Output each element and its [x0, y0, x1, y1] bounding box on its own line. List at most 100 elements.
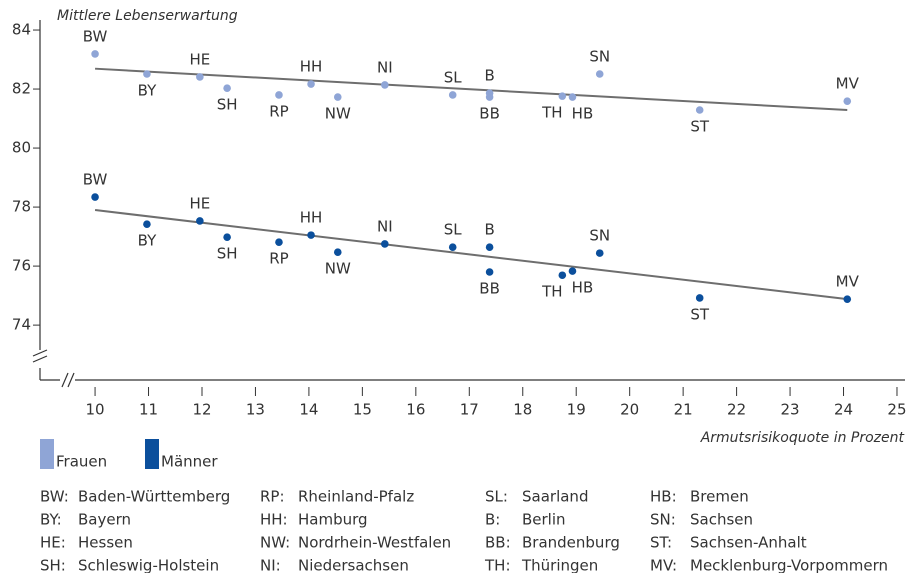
point-label: HB: [572, 279, 594, 297]
point-label: HH: [300, 58, 323, 76]
key-name: Brandenburg: [522, 534, 620, 552]
point: [695, 106, 704, 114]
point: [196, 73, 204, 81]
legend-label: Frauen: [56, 453, 107, 471]
point: [595, 249, 604, 257]
point-label: TH: [541, 283, 562, 301]
key-abbr: BB:: [485, 534, 511, 552]
key-name: Thüringen: [521, 557, 598, 573]
point: [143, 220, 151, 228]
x-tick-label: 23: [781, 401, 800, 419]
point-label: BB: [479, 105, 500, 123]
point: [448, 243, 457, 252]
key-abbr: SL:: [485, 488, 508, 506]
point: [381, 240, 389, 248]
x-tick-label: 18: [513, 401, 532, 419]
trend-line: [95, 67, 848, 111]
point-label: BB: [479, 280, 500, 298]
point: [485, 243, 494, 252]
key-name: Saarland: [522, 488, 588, 506]
point: [568, 267, 577, 275]
point: [558, 271, 567, 280]
key-abbr: SH:: [40, 557, 66, 573]
point: [275, 238, 283, 246]
x-tick-label: 25: [887, 401, 906, 419]
x-tick-label: 15: [353, 401, 372, 419]
point-label: SL: [444, 221, 463, 239]
point: [275, 91, 283, 99]
y-axis-label: Mittlere Lebenserwartung: [57, 8, 238, 24]
x-tick-label: 13: [246, 401, 265, 419]
key-abbr: NI:: [260, 557, 281, 573]
key-abbr: HB:: [650, 488, 677, 506]
key-name: Schleswig-Holstein: [78, 557, 219, 573]
point: [91, 50, 99, 58]
key-name: Nordrhein-Westfalen: [298, 534, 451, 552]
point: [568, 93, 577, 101]
point: [333, 93, 342, 101]
point-label: MV: [836, 75, 860, 93]
point-label: B: [484, 67, 494, 85]
x-tick-label: 12: [192, 401, 211, 419]
axis-break: [61, 372, 69, 388]
point-label: HB: [572, 105, 594, 123]
x-tick-label: 24: [834, 401, 853, 419]
x-tick-label: 11: [139, 401, 158, 419]
key-abbr: TH:: [484, 557, 511, 573]
point-label: RP: [269, 102, 288, 120]
x-tick-label: 20: [620, 401, 639, 419]
key-name: Bremen: [690, 488, 749, 506]
axis-break: [32, 355, 48, 363]
point: [381, 81, 389, 89]
point-label: NI: [377, 217, 393, 235]
point-label: BY: [138, 82, 157, 100]
x-tick-label: 14: [299, 401, 318, 419]
point: [196, 217, 204, 225]
point-label: SL: [444, 68, 463, 86]
key-abbr: HE:: [40, 534, 66, 552]
x-axis-label: Armutsrisikoquote in Prozent: [700, 430, 905, 446]
point: [333, 248, 342, 257]
key-abbr: SN:: [650, 511, 676, 529]
point-label: NW: [325, 260, 351, 278]
point: [448, 91, 457, 99]
point: [843, 295, 852, 303]
trend-line: [94, 209, 848, 301]
key-abbr: BY:: [40, 511, 62, 529]
point-label: MV: [836, 273, 860, 291]
legend-label: Männer: [161, 453, 218, 471]
axis-break: [67, 372, 75, 388]
point: [91, 193, 99, 201]
key-name: Hessen: [78, 534, 133, 552]
key-name: Niedersachsen: [298, 557, 409, 573]
point-label: HH: [300, 209, 323, 227]
point: [695, 294, 704, 302]
point: [595, 70, 604, 78]
point: [307, 80, 315, 88]
key-name: Bayern: [78, 511, 131, 529]
x-tick-label: 10: [86, 401, 105, 419]
key-abbr: BW:: [40, 488, 69, 506]
y-tick-label: 74: [12, 316, 31, 334]
point-label: HE: [189, 50, 210, 68]
point: [223, 233, 231, 241]
point-label: B: [484, 221, 494, 239]
key-abbr: ST:: [650, 534, 672, 552]
y-tick-label: 80: [12, 139, 31, 157]
key-abbr: RP:: [260, 488, 285, 506]
point-label: HE: [189, 194, 210, 212]
point: [558, 92, 567, 100]
key-name: Rheinland-Pfalz: [298, 488, 414, 506]
legend-swatch: [145, 439, 159, 469]
x-tick-label: 17: [460, 401, 479, 419]
point-label: BW: [83, 27, 108, 45]
y-tick-label: 82: [12, 80, 31, 98]
x-tick-label: 21: [674, 401, 693, 419]
key-abbr: B:: [485, 511, 500, 529]
point-label: BY: [138, 232, 157, 250]
key-name: Berlin: [522, 511, 566, 529]
point-label: ST: [690, 305, 710, 323]
legend-swatch: [40, 439, 54, 469]
y-tick-label: 76: [12, 257, 31, 275]
